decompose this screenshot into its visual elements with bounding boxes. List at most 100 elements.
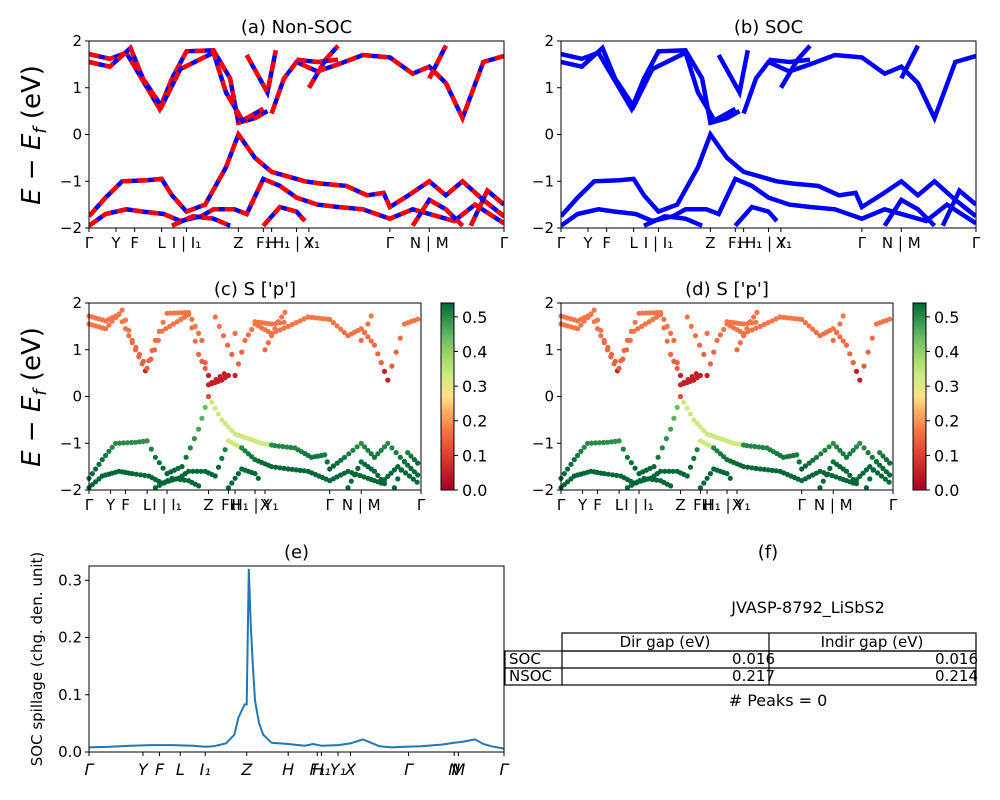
- band-point: [741, 321, 747, 327]
- band-point: [878, 473, 885, 479]
- band-point: [381, 444, 388, 450]
- band-point: [616, 438, 622, 444]
- band-point: [632, 465, 638, 471]
- band-point: [225, 372, 231, 379]
- y-tick-label: −2: [532, 481, 554, 499]
- band-point: [113, 440, 119, 446]
- band-point: [229, 351, 235, 357]
- band-point: [697, 424, 704, 430]
- band-point: [701, 351, 707, 357]
- band-point: [689, 374, 695, 380]
- band-point: [757, 323, 763, 329]
- band-point: [385, 473, 391, 479]
- band-point: [354, 444, 360, 450]
- band-point: [212, 473, 218, 479]
- band-non-soc-line: [89, 44, 265, 124]
- band-point: [655, 454, 661, 460]
- ylabel-main-unit: (eV): [17, 65, 47, 127]
- axes-frame: [88, 302, 422, 491]
- band-point: [358, 326, 364, 332]
- band-point: [650, 316, 656, 322]
- band-soc-line: [768, 57, 811, 65]
- band-point: [393, 450, 399, 456]
- band-point: [378, 360, 384, 366]
- band-point: [273, 464, 279, 470]
- band-point: [624, 347, 630, 353]
- band-point: [410, 476, 416, 482]
- band-point: [883, 457, 890, 463]
- band-point: [165, 478, 171, 484]
- band-point: [850, 360, 856, 366]
- band-point: [327, 466, 333, 472]
- band-point: [301, 316, 307, 322]
- band-point: [724, 471, 730, 477]
- table-row-nsoc-dir: 0.217: [732, 667, 775, 685]
- band-point: [863, 467, 870, 473]
- band-soc-line: [561, 175, 976, 228]
- x-tick-label: I | I₁: [644, 234, 673, 252]
- band-point: [156, 460, 162, 466]
- band-point: [668, 330, 674, 336]
- band-point: [568, 461, 574, 467]
- band-point: [707, 361, 714, 367]
- band-point: [829, 472, 835, 479]
- band-point: [350, 447, 356, 453]
- table-row-soc-indir: 0.016: [935, 650, 978, 668]
- band-point: [334, 323, 340, 329]
- band-non-soc-line: [296, 57, 339, 65]
- band-soc-line: [733, 204, 779, 228]
- x-tick-label: H: [738, 234, 749, 252]
- x-tick-label: Z: [203, 496, 213, 514]
- x-tick-label: F: [155, 760, 165, 779]
- band-point: [704, 475, 710, 481]
- band-point: [398, 467, 404, 473]
- x-tick-label: X: [260, 496, 270, 514]
- band-point: [395, 476, 401, 482]
- band-point: [857, 377, 863, 383]
- x-tick-label: I | I₁: [172, 234, 201, 252]
- band-point: [565, 479, 571, 485]
- band-point: [282, 309, 288, 315]
- band-point: [694, 447, 700, 453]
- band-point: [668, 351, 674, 357]
- band-point: [585, 314, 591, 321]
- band-point: [288, 444, 294, 451]
- table-row-nsoc-indir: 0.214: [935, 667, 978, 685]
- band-point: [810, 457, 816, 463]
- band-point: [119, 307, 125, 313]
- band-point: [120, 440, 127, 446]
- band-point: [671, 358, 677, 364]
- band-point: [249, 326, 255, 333]
- band-point: [96, 461, 102, 467]
- band-point: [196, 351, 202, 357]
- band-point: [129, 471, 135, 477]
- band-point: [391, 467, 397, 473]
- colorbar-tick-label: 0.1: [934, 446, 959, 465]
- band-point: [93, 466, 99, 472]
- band-point: [293, 467, 299, 473]
- band-point: [637, 478, 643, 484]
- band-point: [194, 468, 200, 474]
- band-point: [397, 454, 403, 460]
- band-point: [605, 471, 611, 477]
- band-point: [408, 453, 414, 459]
- band-point: [744, 326, 750, 332]
- band-point: [187, 445, 193, 451]
- band-soc-line: [899, 44, 920, 80]
- y-tick-label: 1: [544, 79, 554, 97]
- band-point: [378, 476, 384, 483]
- band-point: [124, 440, 131, 446]
- band-point: [375, 472, 381, 478]
- band-point: [389, 363, 395, 369]
- x-tick-label: H₁ | Y₁: [703, 496, 750, 514]
- band-point: [596, 440, 603, 446]
- band-point: [225, 485, 231, 491]
- band-point: [861, 445, 867, 451]
- x-tick-label: H: [266, 234, 277, 252]
- band-point: [381, 368, 388, 374]
- band-point: [116, 440, 123, 446]
- band-point: [133, 471, 139, 477]
- band-point: [585, 440, 591, 446]
- band-point: [697, 485, 704, 491]
